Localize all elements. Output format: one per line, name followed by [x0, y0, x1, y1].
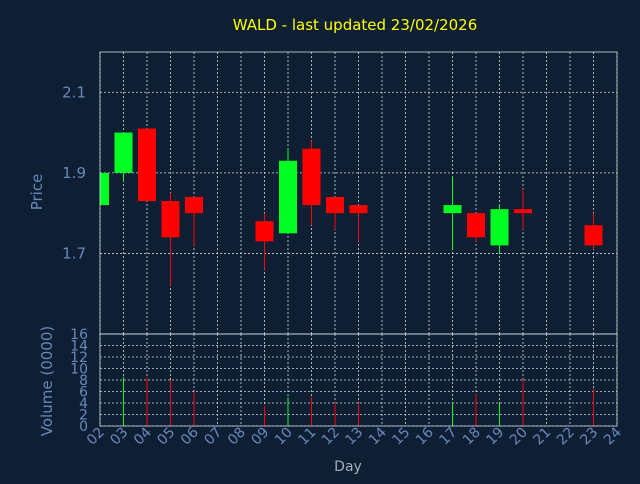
x-tick-label: 13	[342, 425, 366, 449]
price-grid	[99, 52, 618, 334]
chart-title: WALD - last updated 23/02/2026	[233, 16, 478, 34]
candle-body	[490, 209, 509, 246]
x-tick-label: 04	[131, 424, 155, 448]
volume-bars	[123, 377, 594, 426]
x-axis-label: Day	[334, 459, 362, 475]
x-tick-label: 05	[154, 425, 178, 449]
x-tick-label: 11	[295, 425, 319, 449]
x-tick-label: 18	[460, 425, 484, 449]
candle-body	[467, 213, 485, 238]
candle-body	[279, 160, 297, 234]
volume-tick-label: 8	[79, 373, 88, 389]
x-tick-label: 15	[389, 425, 413, 449]
candle-body	[100, 172, 109, 206]
x-tick-label: 03	[107, 425, 131, 449]
candle-body	[114, 132, 133, 173]
candle-body	[443, 205, 462, 214]
volume-tick-label: 10	[70, 362, 88, 378]
x-tick-label: 21	[530, 425, 554, 449]
x-tick-label: 19	[483, 425, 507, 449]
x-tick-label: 08	[225, 425, 249, 449]
price-axis-label: Price	[28, 174, 46, 211]
volume-tick-label: 0	[79, 419, 88, 435]
volume-tick-label: 12	[70, 350, 88, 366]
price-tick-label: 2.1	[62, 83, 86, 101]
candle-body	[185, 197, 203, 214]
x-tick-label: 17	[436, 425, 460, 449]
x-tick-label: 23	[577, 425, 601, 449]
volume-panel-frame	[99, 333, 618, 427]
volume-tick-label: 16	[70, 327, 88, 343]
x-tick-label: 10	[272, 425, 296, 449]
candle-body	[161, 201, 180, 238]
x-tick-label: 06	[178, 424, 202, 448]
candle-body	[302, 148, 321, 206]
candle-body	[255, 221, 274, 242]
candle-body	[514, 209, 532, 214]
x-tick-label: 24	[601, 424, 625, 448]
volume-tick-label: 14	[70, 339, 88, 355]
x-tick-label: 07	[201, 425, 225, 449]
candle-body	[326, 197, 344, 214]
price-tick-label: 1.7	[62, 244, 86, 262]
volume-axis-label: Volume (0000)	[38, 326, 56, 436]
candle-body	[349, 205, 368, 214]
x-tick-label: 12	[319, 425, 343, 449]
x-tick-label: 14	[366, 424, 390, 448]
x-tick-label: 09	[248, 425, 272, 449]
x-tick-label: 16	[413, 424, 437, 448]
x-tick-label: 22	[554, 425, 578, 449]
volume-tick-label: 2	[79, 408, 88, 424]
price-candles	[99, 128, 603, 286]
volume-tick-label: 6	[79, 385, 88, 401]
candle-body	[138, 128, 156, 202]
x-tick-label: 20	[507, 425, 531, 449]
volume-tick-label: 4	[79, 396, 88, 412]
price-tick-label: 1.9	[62, 164, 86, 182]
candle-body	[584, 225, 603, 246]
